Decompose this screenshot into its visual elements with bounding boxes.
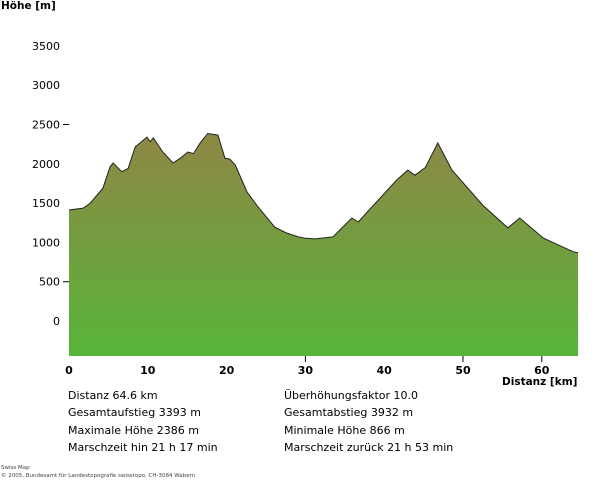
- stat-distance: Distanz 64.6 km: [68, 389, 158, 402]
- stat-time-back: Marschzeit zurück 21 h 53 min: [284, 441, 454, 454]
- x-tick-label: 0: [65, 364, 73, 377]
- elevation-outline: [68, 132, 579, 254]
- y-tick-label: 3500: [32, 40, 60, 53]
- stat-descent: Gesamtabstieg 3932 m: [284, 406, 414, 419]
- x-tick-label: 10: [140, 364, 156, 377]
- stat-exaggeration: Überhöhungsfaktor 10.0: [284, 389, 418, 402]
- x-tick-label: 60: [534, 364, 550, 377]
- stat-min-height: Minimale Höhe 866 m: [284, 424, 405, 437]
- x-axis: 0 10 20 30 40 50 60: [65, 356, 550, 377]
- elevation-profile-chart: 0 500 1000 1500 2000 2500 3000 3500 0 10 20 30 40 50…: [32, 40, 579, 377]
- y-tick-label: 2000: [32, 158, 60, 171]
- y-axis: 0 500 1000 1500 2000 2500 3000 3500: [32, 40, 69, 328]
- y-axis-label: Höhe [m]: [1, 0, 56, 12]
- y-tick-label: 1500: [32, 197, 60, 210]
- x-tick-label: 30: [298, 364, 314, 377]
- footer-source: Swiss Map: [1, 465, 30, 471]
- x-tick-label: 20: [219, 364, 235, 377]
- stat-time-forward: Marschzeit hin 21 h 17 min: [68, 441, 218, 454]
- x-tick-label: 50: [455, 364, 471, 377]
- footer-copyright: © 2005, Bundesamt für Landestopografie s…: [1, 473, 196, 479]
- y-tick-label: 2500: [32, 119, 60, 132]
- y-tick-label: 0: [53, 315, 60, 328]
- x-axis-label: Distanz [km]: [502, 376, 578, 388]
- y-tick-label: 500: [39, 276, 60, 289]
- stat-max-height: Maximale Höhe 2386 m: [68, 424, 200, 437]
- x-tick-label: 40: [377, 364, 393, 377]
- y-tick-label: 1000: [32, 236, 60, 249]
- y-tick-label: 3000: [32, 79, 60, 92]
- stat-ascent: Gesamtaufstieg 3393 m: [68, 406, 201, 419]
- elevation-area: [69, 133, 579, 356]
